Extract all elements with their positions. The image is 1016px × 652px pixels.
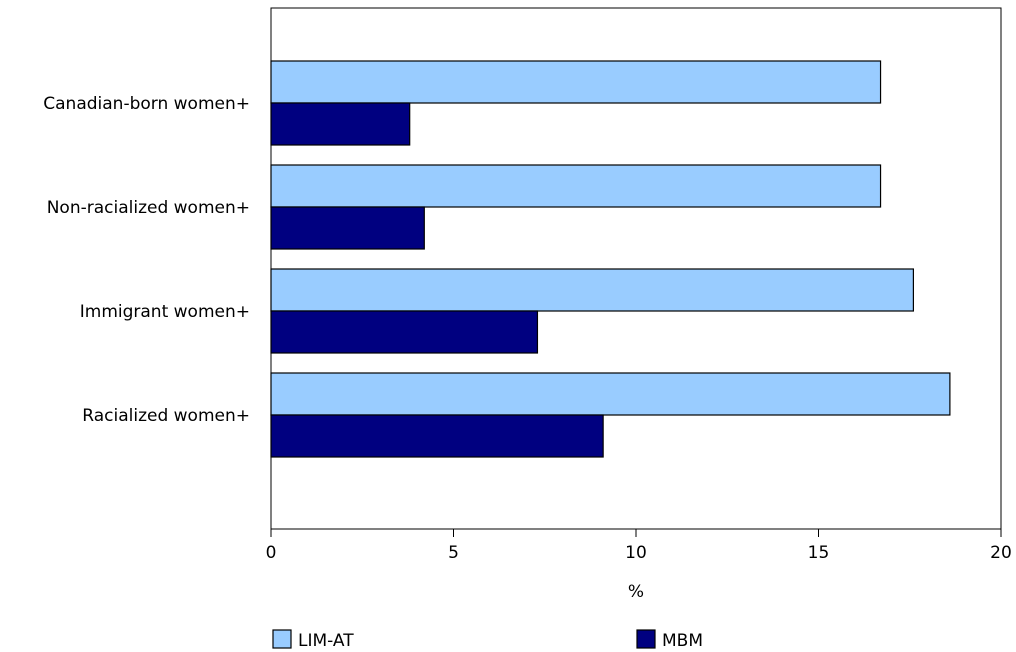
bar-lim-at-1 (270, 60, 882, 104)
bar-mbm-1 (270, 102, 411, 146)
legend-swatch-mbm (636, 629, 656, 649)
y-tick-label: Canadian-born women+ (43, 94, 250, 114)
bar-lim-at-4 (270, 372, 951, 416)
x-tick-label: 10 (625, 543, 647, 563)
legend-label: LIM-AT (298, 631, 354, 651)
bar-mbm-3 (270, 310, 539, 354)
x-tick-label: 5 (448, 543, 459, 563)
x-axis-label: % (628, 582, 644, 602)
x-axis-ticks: 0 5 10 15 20 (266, 529, 1012, 563)
legend-label: MBM (662, 631, 703, 651)
y-tick-label: Immigrant women+ (80, 302, 250, 322)
bars-group (270, 60, 951, 458)
y-tick-label: Racialized women+ (82, 406, 250, 426)
bar-mbm-2 (270, 206, 425, 250)
bar-mbm-4 (270, 414, 604, 458)
x-tick-label: 0 (266, 543, 277, 563)
x-tick-label: 15 (808, 543, 830, 563)
legend-swatch-lim-at (272, 629, 292, 649)
x-tick-label: 20 (990, 543, 1012, 563)
y-axis-labels: Canadian-born women+ Non-racialized women… (43, 94, 250, 426)
y-tick-label: Non-racialized women+ (47, 198, 250, 218)
bar-lim-at-3 (270, 268, 915, 312)
bar-lim-at-2 (270, 164, 882, 208)
legend: LIM-AT MBM (272, 629, 703, 651)
